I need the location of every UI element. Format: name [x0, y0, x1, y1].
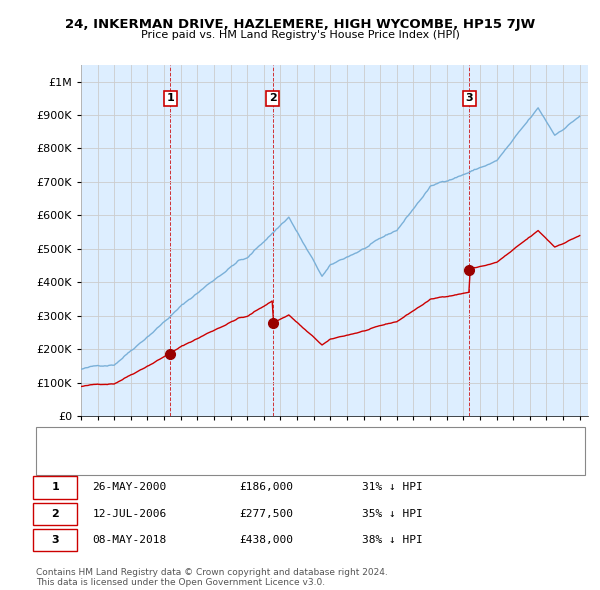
- Text: HPI: Average price, detached house, Buckinghamshire: HPI: Average price, detached house, Buck…: [85, 457, 351, 467]
- Text: 1: 1: [167, 93, 175, 103]
- Text: 24, INKERMAN DRIVE, HAZLEMERE, HIGH WYCOMBE, HP15 7JW (detached house): 24, INKERMAN DRIVE, HAZLEMERE, HIGH WYCO…: [85, 435, 484, 445]
- Text: 2: 2: [269, 93, 277, 103]
- Text: 1: 1: [52, 483, 59, 493]
- Text: Price paid vs. HM Land Registry's House Price Index (HPI): Price paid vs. HM Land Registry's House …: [140, 30, 460, 40]
- Text: 08-MAY-2018: 08-MAY-2018: [92, 535, 166, 545]
- Text: Contains HM Land Registry data © Crown copyright and database right 2024.
This d: Contains HM Land Registry data © Crown c…: [36, 568, 388, 587]
- Text: 31% ↓ HPI: 31% ↓ HPI: [362, 483, 423, 493]
- FancyBboxPatch shape: [36, 427, 585, 475]
- Text: 3: 3: [52, 535, 59, 545]
- Text: 2: 2: [52, 509, 59, 519]
- Text: 24, INKERMAN DRIVE, HAZLEMERE, HIGH WYCOMBE, HP15 7JW: 24, INKERMAN DRIVE, HAZLEMERE, HIGH WYCO…: [65, 18, 535, 31]
- Text: 38% ↓ HPI: 38% ↓ HPI: [362, 535, 423, 545]
- Text: £186,000: £186,000: [239, 483, 293, 493]
- Text: 12-JUL-2006: 12-JUL-2006: [92, 509, 166, 519]
- Text: £277,500: £277,500: [239, 509, 293, 519]
- Text: £438,000: £438,000: [239, 535, 293, 545]
- FancyBboxPatch shape: [33, 529, 77, 552]
- Text: 35% ↓ HPI: 35% ↓ HPI: [362, 509, 423, 519]
- FancyBboxPatch shape: [33, 503, 77, 525]
- Text: 26-MAY-2000: 26-MAY-2000: [92, 483, 166, 493]
- FancyBboxPatch shape: [33, 476, 77, 499]
- Text: 3: 3: [466, 93, 473, 103]
